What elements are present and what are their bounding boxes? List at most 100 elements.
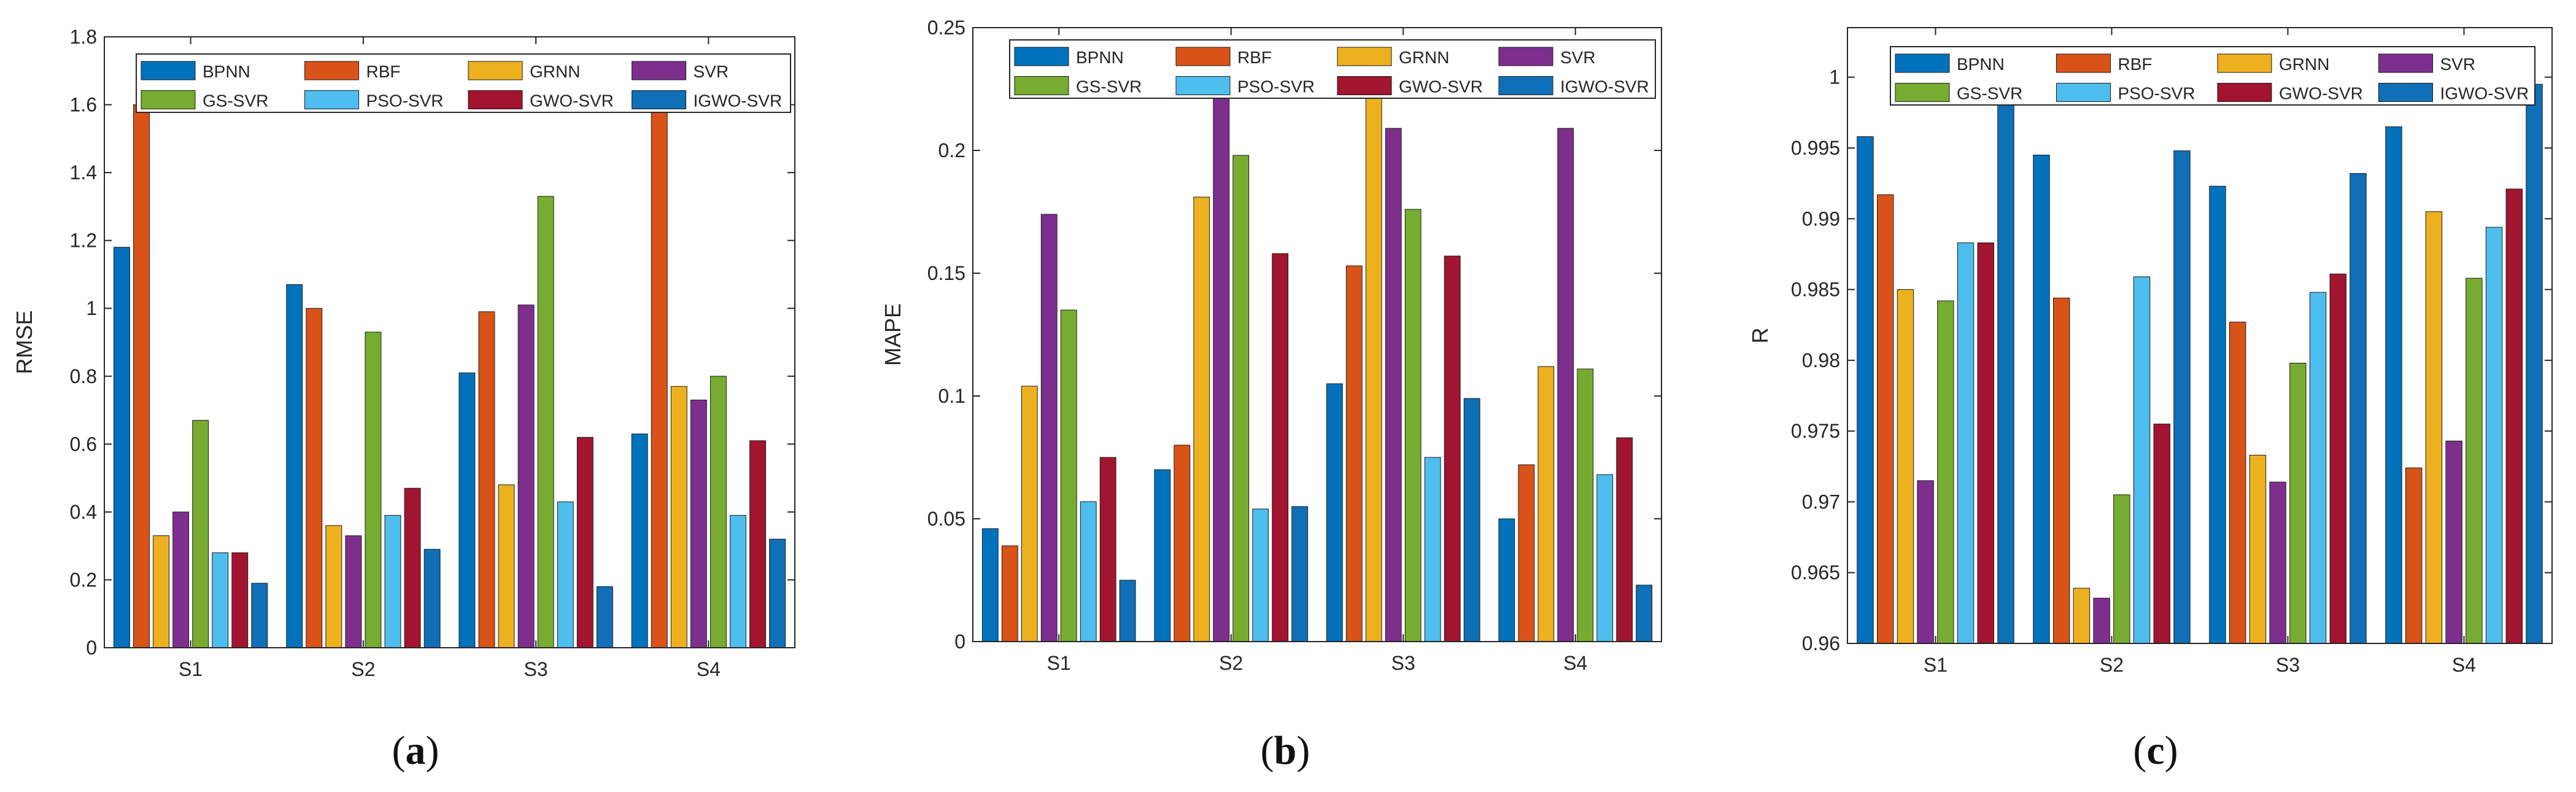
caption-b-letter: b <box>1274 728 1297 773</box>
bar-bpnn <box>1326 383 1343 642</box>
legend-swatch <box>1175 76 1231 95</box>
bar-rbf <box>478 311 495 648</box>
r-chart: 0.96 0.965 0.97 0.975 0.98 0.985 0.99 0.995 1 R S1… <box>1747 27 2553 676</box>
y-axis-label: MAPE <box>880 303 905 366</box>
x-tick-label: S2 <box>351 658 375 680</box>
y-tick-label: 0 <box>954 631 965 653</box>
y-tick-label: 0 <box>86 637 97 659</box>
bar-gwo-svr <box>2505 188 2523 644</box>
y-tick-label: 0.2 <box>938 139 965 161</box>
legend-swatch <box>2217 83 2272 102</box>
legend-swatch <box>468 90 523 109</box>
bar-rbf <box>651 104 668 648</box>
bar-svr <box>690 399 707 648</box>
legend-swatch <box>304 61 359 80</box>
bar-pso-svr <box>1424 457 1441 642</box>
bar-bpnn <box>1857 136 1874 644</box>
caption-c-letter: c <box>2146 728 2165 773</box>
legend-swatch <box>632 90 686 109</box>
y-tick-label: 0.25 <box>927 17 965 39</box>
legend-label: PSO-SVR <box>1237 77 1315 96</box>
bar-rbf <box>2405 467 2423 644</box>
bar-gwo-svr <box>1099 457 1116 642</box>
bar-rbf <box>1174 445 1191 642</box>
legend-swatch <box>304 90 359 109</box>
legend-swatch <box>632 61 686 80</box>
x-tick-label: S4 <box>2452 654 2476 676</box>
bar-bpnn <box>981 528 999 642</box>
bar-pso-svr <box>212 552 229 648</box>
legend-label: GS-SVR <box>1076 77 1142 96</box>
bar-igwo-svr <box>769 538 786 648</box>
bar-pso-svr <box>557 501 574 648</box>
legend-label: GWO-SVR <box>530 91 614 111</box>
bar-rbf <box>306 308 323 648</box>
y-tick-label: 1.2 <box>70 230 97 252</box>
y-tick-label: 0.2 <box>70 569 97 591</box>
bar-bpnn <box>113 247 130 648</box>
bar-gs-svr <box>537 196 554 648</box>
bar-rbf <box>1001 545 1018 642</box>
bar-gs-svr <box>1232 155 1250 642</box>
legend-swatch <box>1014 47 1069 66</box>
legend-swatch <box>468 61 523 80</box>
legend-label: GS-SVR <box>1957 84 2022 103</box>
legend-label: BPNN <box>1076 48 1124 67</box>
y-tick-label: 0.6 <box>70 433 97 455</box>
legend-label: GWO-SVR <box>2279 84 2363 103</box>
bar-grnn <box>325 525 342 648</box>
bar-grnn <box>1021 386 1038 642</box>
legend-swatch <box>1337 76 1392 95</box>
bar-gs-svr <box>2113 494 2130 644</box>
y-tick-label: 0.99 <box>1802 208 1840 230</box>
x-tick-label: S1 <box>1047 652 1071 674</box>
legend-label: RBF <box>1237 48 1272 67</box>
y-tick-label: 0.995 <box>1791 137 1840 159</box>
legend-swatch <box>141 61 196 80</box>
bar-gs-svr <box>1404 209 1421 642</box>
x-tick-label: S4 <box>1563 652 1587 674</box>
bar-igwo-svr <box>424 549 441 648</box>
bar-grnn <box>2249 454 2267 644</box>
y-tick-label: 1.8 <box>70 26 97 48</box>
bar-svr <box>517 305 535 648</box>
bar-gwo-svr <box>576 437 594 648</box>
y-tick-label: 0.97 <box>1802 491 1840 513</box>
bar-pso-svr <box>2133 276 2151 644</box>
bar-rbf <box>2229 322 2246 644</box>
y-tick-label: 1.6 <box>70 94 97 116</box>
y-tick-label: 0.4 <box>70 501 97 523</box>
legend-label: RBF <box>2118 55 2152 74</box>
bar-pso-svr <box>730 514 746 648</box>
legend-label: SVR <box>1560 48 1596 67</box>
x-tick-label: S1 <box>179 658 203 680</box>
legend-label: PSO-SVR <box>366 91 444 111</box>
bar-pso-svr <box>1596 474 1614 642</box>
bar-pso-svr <box>1080 501 1097 642</box>
bar-gwo-svr <box>2329 273 2346 644</box>
bar-igwo-svr <box>1636 584 1653 642</box>
legend-swatch <box>2378 83 2433 102</box>
legend-label: PSO-SVR <box>2118 84 2195 103</box>
bar-igwo-svr <box>1997 101 2014 644</box>
bar-igwo-svr <box>2350 173 2367 644</box>
legend-swatch <box>1498 76 1553 95</box>
bar-svr <box>172 511 190 648</box>
caption-c: (c) <box>2133 728 2178 773</box>
y-tick-label: 0.98 <box>1802 349 1840 371</box>
bar-gs-svr <box>1060 309 1077 642</box>
bar-svr <box>345 535 362 648</box>
y-tick-label: 0.1 <box>938 385 965 407</box>
legend-swatch <box>1337 47 1392 66</box>
y-tick-label: 0.05 <box>927 508 965 530</box>
legend-swatch <box>1014 76 1069 95</box>
caption-a-letter: a <box>405 728 426 773</box>
y-tick-label: 0.15 <box>927 262 965 284</box>
plot-frame <box>104 36 795 648</box>
bar-grnn <box>1193 196 1210 642</box>
bar-gwo-svr <box>404 487 421 648</box>
y-tick-label: 1 <box>86 297 97 319</box>
y-axis-label: R <box>1747 328 1773 344</box>
bar-bpnn <box>631 433 648 648</box>
